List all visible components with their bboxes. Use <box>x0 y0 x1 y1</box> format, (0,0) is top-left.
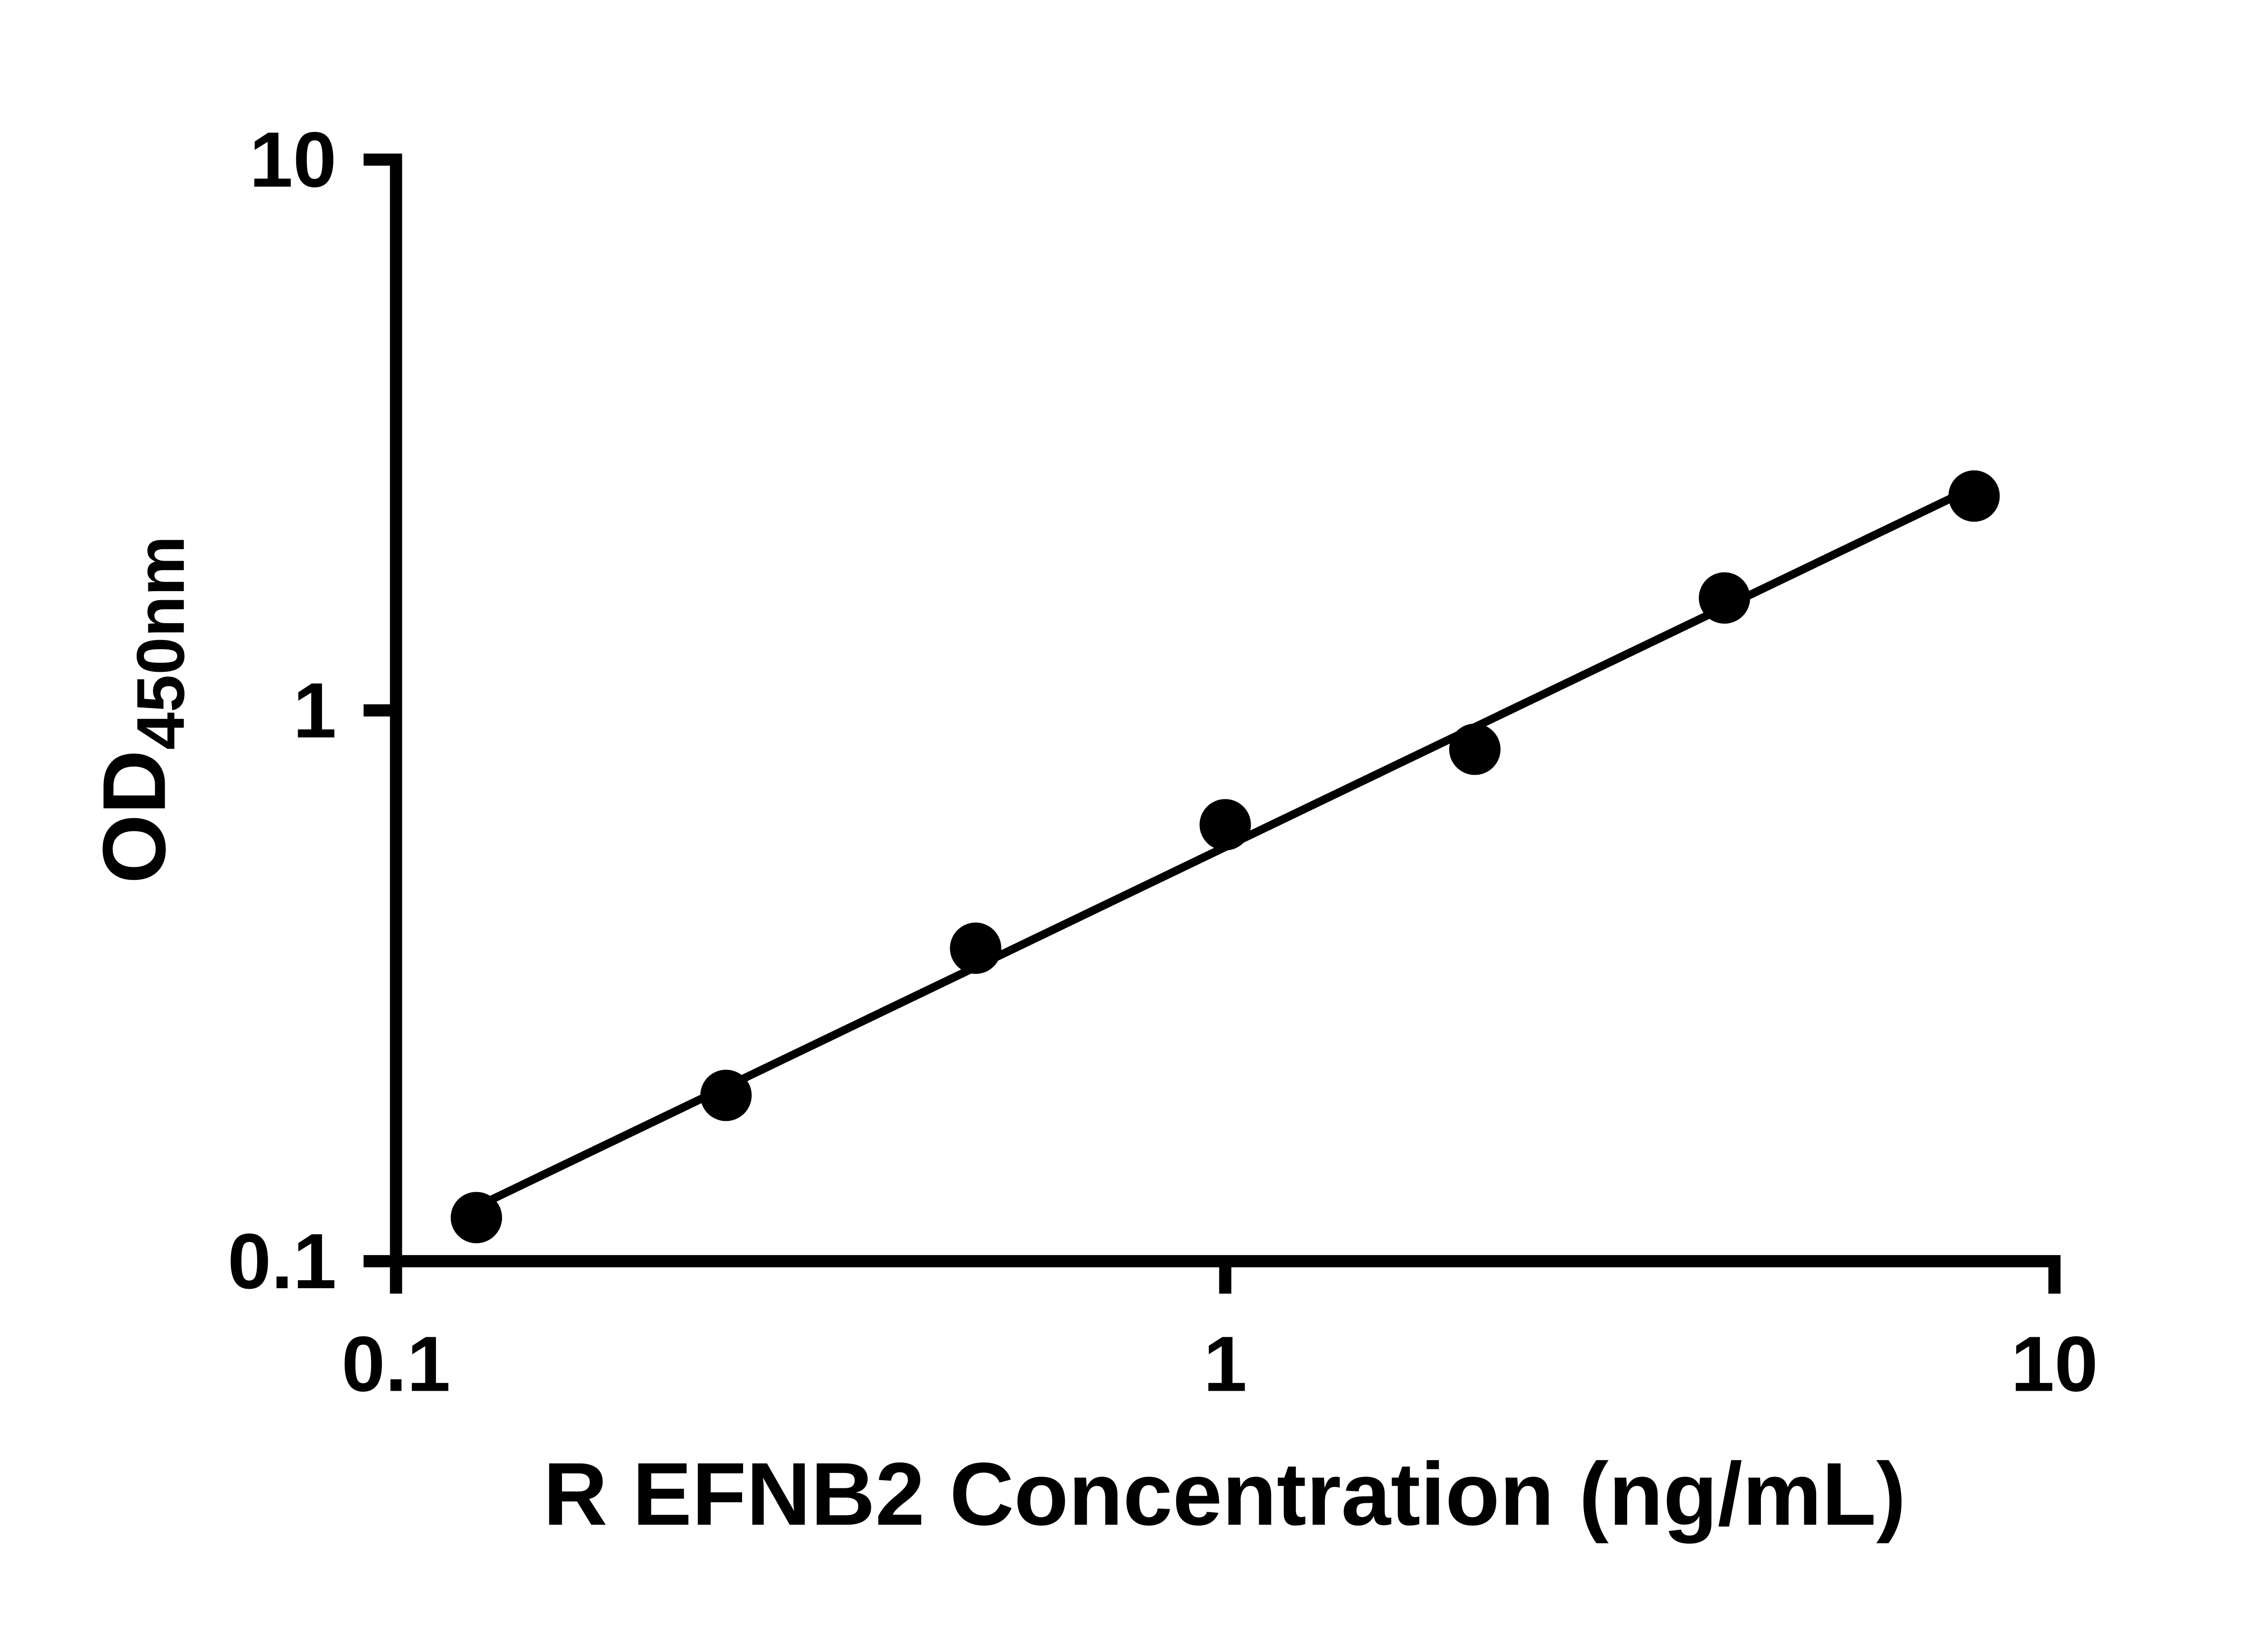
y-tick-label-0.1: 0.1 <box>228 1217 337 1305</box>
axes-layer: 0.1 1 10 0.1 1 10 <box>228 116 2098 1408</box>
data-point-1 <box>450 1192 502 1243</box>
data-point-2 <box>700 1070 752 1121</box>
x-tick-label-0.1: 0.1 <box>342 1320 450 1408</box>
data-point-6 <box>1699 572 1750 624</box>
x-tick-label-10: 10 <box>2011 1320 2098 1408</box>
data-point-3 <box>950 922 1002 974</box>
axis-spines <box>390 153 2061 1267</box>
x-axis-title: R EFNB2 Concentration (ng/mL) <box>543 1444 1906 1544</box>
y-tick-label-10: 10 <box>249 116 337 203</box>
data-layer <box>450 470 2000 1243</box>
y-axis-title-main: OD <box>84 750 184 884</box>
y-axis-title: OD450nm <box>84 536 199 884</box>
data-point-4 <box>1199 799 1251 851</box>
data-point-5 <box>1449 724 1501 775</box>
y-tick-label-1: 1 <box>293 667 337 754</box>
y-axis-title-sub: 450nm <box>122 536 198 750</box>
labels-layer: R EFNB2 Concentration (ng/mL) OD450nm <box>84 536 1906 1544</box>
data-point-7 <box>1948 470 2000 522</box>
x-tick-label-1: 1 <box>1203 1320 1247 1408</box>
